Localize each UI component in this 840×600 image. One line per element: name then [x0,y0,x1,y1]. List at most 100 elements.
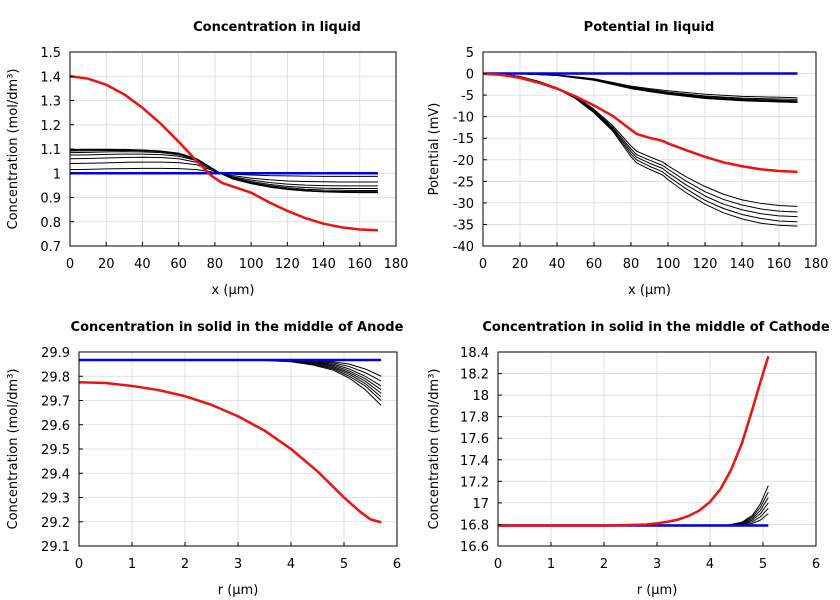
y-tick-label: 29.5 [41,443,70,458]
x-tick-label: 0 [494,557,502,572]
x-tick-label: 0 [75,557,83,572]
x-tick-label: 5 [759,557,767,572]
x-axis-label: r (µm) [218,583,259,598]
x-tick-label: 140 [311,257,336,272]
series-line-final [79,381,382,524]
x-tick-label: 2 [600,557,608,572]
series-line-final [70,75,378,232]
series-group [70,75,378,232]
x-tick-label: 80 [623,257,640,272]
y-tick-label: 1.2 [40,119,61,134]
y-tick-label: -30 [453,197,474,212]
series-line-pot6 [483,73,798,103]
series-line-final [483,72,798,174]
x-tick-label: 160 [347,257,372,272]
y-axis-label: Concentration (mol/dm³) [6,69,21,230]
y-tick-label: 17.2 [460,475,489,490]
x-tick-label: 180 [384,257,409,272]
y-axis-label: Potential (mV) [427,103,442,196]
x-tick-label: 6 [393,557,401,572]
x-tick-label: 120 [693,257,718,272]
x-tick-label: 60 [586,257,603,272]
series-group [498,355,770,527]
y-tick-label: 29.6 [41,419,70,434]
y-tick-label: -35 [453,218,474,233]
y-tick-label: 17.6 [460,432,489,447]
y-tick-label: 29.4 [41,467,70,482]
x-tick-label: 0 [479,257,487,272]
y-tick-label: 29.2 [41,516,70,531]
x-axis-label: r (µm) [637,583,678,598]
x-tick-label: 40 [549,257,566,272]
x-tick-label: 1 [547,557,555,572]
y-tick-label: -20 [453,154,474,169]
chart-2: 0 20 40 60 80 100 120 140 160 180 5 0 -5 -10 -15 -20 -25… [427,20,828,298]
x-tick-label: 20 [512,257,529,272]
y-tick-label: 16.8 [460,518,489,533]
x-tick-label: 120 [275,257,300,272]
x-tick-label: 6 [812,557,820,572]
y-axis-label: Concentration (mol/dm³) [6,369,21,530]
x-tick-label: 20 [98,257,115,272]
plot-frame [482,51,817,247]
y-tick-label: -10 [453,111,474,126]
y-axis-label: Concentration (mol/dm³) [427,369,442,530]
series-group [483,72,798,227]
x-tick-label: 4 [706,557,714,572]
chart-4: 0 1 2 3 4 5 6 16.6 16.8 17 17.2 17.4 17.6 17.8 18 18.2 1… [427,320,830,598]
x-tick-label: 3 [234,557,242,572]
y-tick-label: 0 [466,68,474,83]
y-tick-label: -15 [453,132,474,147]
chart-1: 0 20 40 60 80 100 120 140 160 180 0.7 0.8 0.9 1 1.1 1.2… [6,20,408,298]
y-tick-label: 29.9 [41,346,70,361]
y-tick-label: 5 [466,46,474,61]
y-tick-label: 29.7 [41,395,70,410]
x-tick-label: 1 [128,557,136,572]
y-tick-label: 1.1 [40,143,61,158]
y-tick-label: 29.1 [41,540,70,555]
chart-title: Concentration in solid in the middle of … [71,320,404,335]
x-tick-label: 2 [181,557,189,572]
y-tick-label: -25 [453,175,474,190]
y-tick-label: -40 [453,240,474,255]
x-tick-label: 100 [656,257,681,272]
chart-title: Potential in liquid [584,20,715,35]
x-tick-label: 40 [134,257,151,272]
series-line-t8 [70,148,378,194]
y-tick-label: 17.8 [460,411,489,426]
y-tick-label: 18 [472,389,489,404]
y-tick-label: 1 [53,167,61,182]
x-tick-label: 160 [767,257,792,272]
y-tick-label: 0.9 [40,192,61,207]
x-tick-label: 140 [730,257,755,272]
y-tick-label: 17 [472,497,489,512]
x-tick-label: 0 [66,257,74,272]
y-tick-label: 18.4 [460,346,489,361]
y-tick-label: 1.3 [40,95,61,110]
x-tick-label: 5 [340,557,348,572]
y-tick-label: 18.2 [460,368,489,383]
series-group [79,358,382,524]
y-tick-label: -5 [461,89,474,104]
x-tick-label: 4 [287,557,295,572]
y-tick-label: 0.7 [40,240,61,255]
x-tick-label: 80 [207,257,224,272]
x-tick-label: 60 [170,257,187,272]
y-tick-label: 1.4 [40,70,61,85]
x-axis-label: x (µm) [212,283,255,298]
y-tick-label: 29.3 [41,492,70,507]
x-tick-label: 180 [804,257,829,272]
y-tick-label: 29.8 [41,370,70,385]
x-tick-label: 100 [239,257,264,272]
x-axis-label: x (µm) [628,283,671,298]
series-line-final [498,355,770,527]
y-tick-label: 1.5 [40,46,61,61]
y-tick-label: 17.4 [460,454,489,469]
y-tick-label: 16.6 [460,540,489,555]
chart-3: 0 1 2 3 4 5 6 29.1 29.2 29.3 29.4 29.5 29.6 29.7 29.8 2… [6,320,404,598]
x-tick-label: 3 [653,557,661,572]
chart-title: Concentration in liquid [193,20,361,35]
chart-title: Concentration in solid in the middle of … [482,320,830,335]
